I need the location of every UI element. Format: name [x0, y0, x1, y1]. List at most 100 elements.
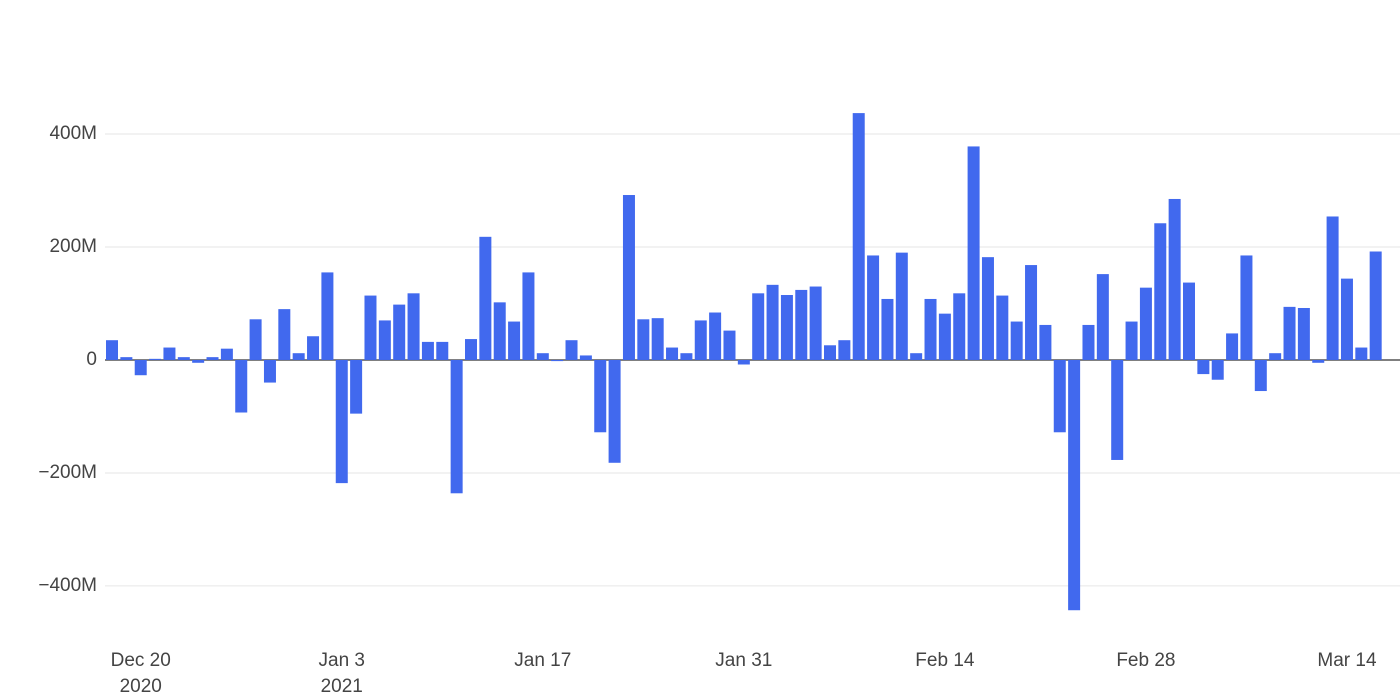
y-tick-label: −400M [38, 575, 97, 596]
bar [594, 359, 607, 433]
x-tick-label: Jan 3 2021 [318, 650, 365, 697]
bar [1197, 359, 1210, 375]
bar [608, 359, 621, 463]
bar [551, 359, 564, 362]
bar [536, 353, 549, 360]
bar [680, 353, 693, 360]
bar [192, 359, 205, 363]
bar [278, 309, 291, 360]
bar [321, 272, 334, 360]
bar [1082, 324, 1095, 360]
bar [1312, 359, 1325, 363]
bar [637, 319, 650, 360]
bar [996, 295, 1009, 360]
bar [565, 340, 578, 360]
y-tick-label: 200M [49, 236, 97, 257]
x-tick-label: Mar 14 [1317, 650, 1377, 671]
bar [421, 341, 434, 360]
bar [335, 359, 348, 484]
x-tick-label: Dec 20 2020 [110, 650, 171, 697]
bar [149, 358, 162, 360]
bar [895, 252, 908, 360]
bar [1125, 321, 1138, 360]
bar [177, 357, 190, 360]
bar [852, 113, 865, 360]
bar [1068, 359, 1081, 611]
bar [666, 347, 679, 360]
bar [393, 304, 406, 360]
bar [1226, 333, 1239, 360]
bar [263, 359, 276, 383]
bar [967, 146, 980, 360]
bar [1183, 282, 1195, 360]
y-tick-label: 400M [49, 123, 97, 144]
bar [1154, 223, 1167, 360]
bar [235, 359, 248, 413]
bar [1283, 306, 1296, 360]
x-tick-label: Jan 31 [715, 650, 773, 671]
bar [1168, 198, 1181, 360]
bar [1096, 274, 1109, 360]
bar [522, 272, 535, 360]
bar [1039, 324, 1052, 360]
bar [651, 318, 664, 360]
bar [1025, 265, 1038, 360]
bar [1369, 251, 1382, 360]
bar [910, 353, 923, 360]
bar [1139, 287, 1152, 360]
bar [1355, 347, 1368, 360]
bar [881, 298, 894, 360]
bar [479, 236, 492, 360]
bar [450, 359, 463, 494]
bar [766, 284, 779, 360]
bar [1111, 359, 1124, 460]
bar [206, 357, 219, 360]
bar [493, 302, 506, 360]
bar [709, 312, 722, 360]
bar [737, 359, 750, 365]
bar [134, 359, 147, 376]
bar [508, 321, 521, 360]
bar [465, 339, 477, 360]
bar [579, 355, 592, 360]
bar [350, 359, 363, 414]
bar [1053, 359, 1066, 433]
bar [924, 298, 937, 360]
bar [364, 295, 377, 360]
bar [120, 357, 133, 360]
bar [694, 320, 707, 360]
bar [163, 347, 176, 360]
bar [292, 353, 305, 360]
bar [1269, 353, 1282, 360]
bar [938, 313, 951, 360]
bar [795, 289, 808, 360]
bar [867, 255, 880, 360]
x-tick-label: Feb 14 [915, 650, 975, 671]
x-tick-label: Feb 28 [1116, 650, 1176, 671]
bar [1326, 216, 1339, 360]
bar [436, 341, 449, 360]
bar [953, 293, 966, 360]
bar [307, 336, 320, 360]
bar [106, 340, 118, 360]
bar [723, 330, 736, 360]
bar [407, 293, 420, 360]
bar [1297, 307, 1310, 360]
bar [824, 345, 836, 360]
bar [249, 319, 262, 360]
bar [981, 257, 994, 360]
bar [1211, 359, 1224, 380]
bar [1010, 321, 1023, 360]
bar [809, 286, 822, 360]
bar [378, 320, 391, 360]
bar [220, 348, 233, 360]
x-tick-label: Jan 17 [514, 650, 572, 671]
bar [622, 195, 635, 360]
bar [1340, 278, 1353, 360]
bar [752, 293, 765, 360]
y-tick-label: −200M [38, 462, 97, 483]
bar [780, 295, 793, 360]
bar [1254, 359, 1267, 392]
